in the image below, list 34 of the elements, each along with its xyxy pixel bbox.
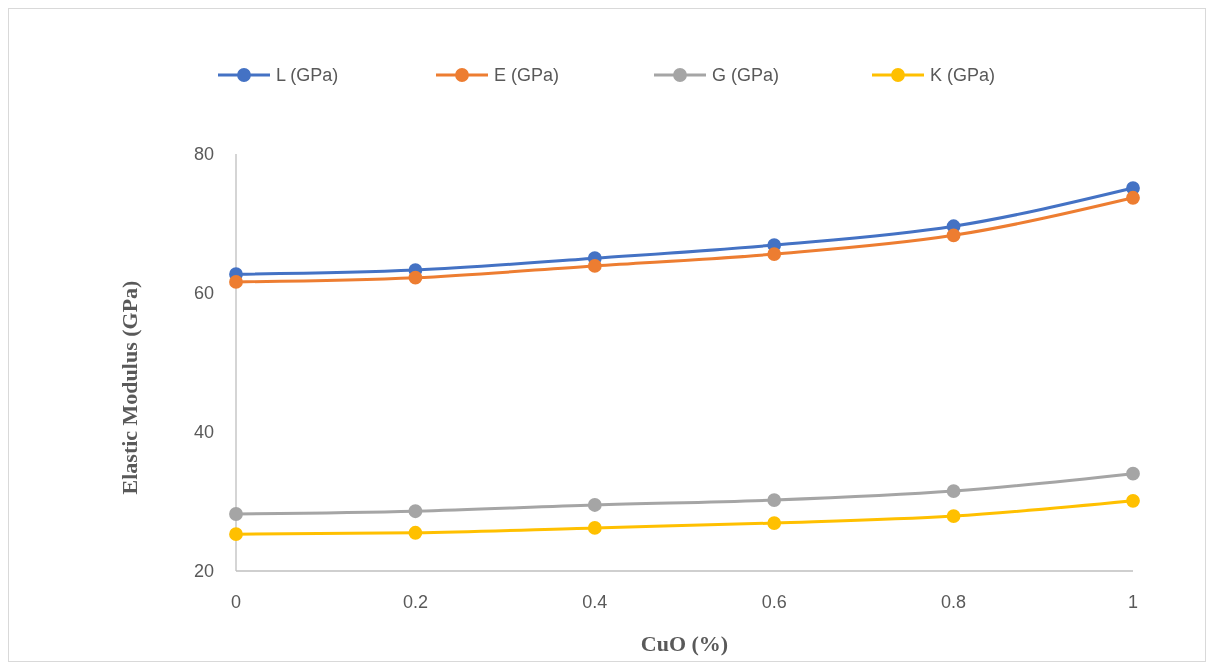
legend-label: G (GPa) [712, 65, 780, 86]
point [229, 507, 243, 521]
point [587, 498, 602, 512]
point [946, 228, 961, 243]
legend-label: L (GPa) [276, 65, 339, 86]
y-tick-label: 40 [193, 422, 214, 443]
x-tick-label: 1 [1127, 592, 1139, 612]
x-tick-label: 0.2 [402, 592, 428, 612]
point [1126, 466, 1140, 481]
point [946, 484, 961, 498]
point [229, 527, 243, 542]
point [1126, 493, 1140, 508]
legend-label: E (GPa) [494, 65, 560, 86]
point [587, 521, 602, 535]
point [767, 493, 782, 508]
x-axis-title: CuO (%) [640, 631, 729, 656]
point [1126, 190, 1140, 205]
x-tick-label: 0 [230, 592, 242, 612]
point [946, 509, 961, 523]
point [408, 270, 423, 285]
x-tick-label: 0.4 [582, 592, 608, 612]
y-tick-label: 60 [193, 283, 214, 304]
y-axis-title: Elastic Modulus (GPa) [117, 280, 142, 495]
point [408, 525, 423, 540]
point [229, 274, 243, 289]
x-tick-label: 0.6 [761, 592, 787, 612]
point [767, 516, 782, 530]
legend-label: K (GPa) [930, 65, 996, 86]
y-tick-label: 80 [193, 144, 214, 165]
x-tick-label: 0.8 [941, 592, 967, 612]
point [408, 504, 423, 519]
point [587, 259, 602, 273]
point [767, 247, 782, 261]
y-tick-label: 20 [193, 561, 214, 582]
